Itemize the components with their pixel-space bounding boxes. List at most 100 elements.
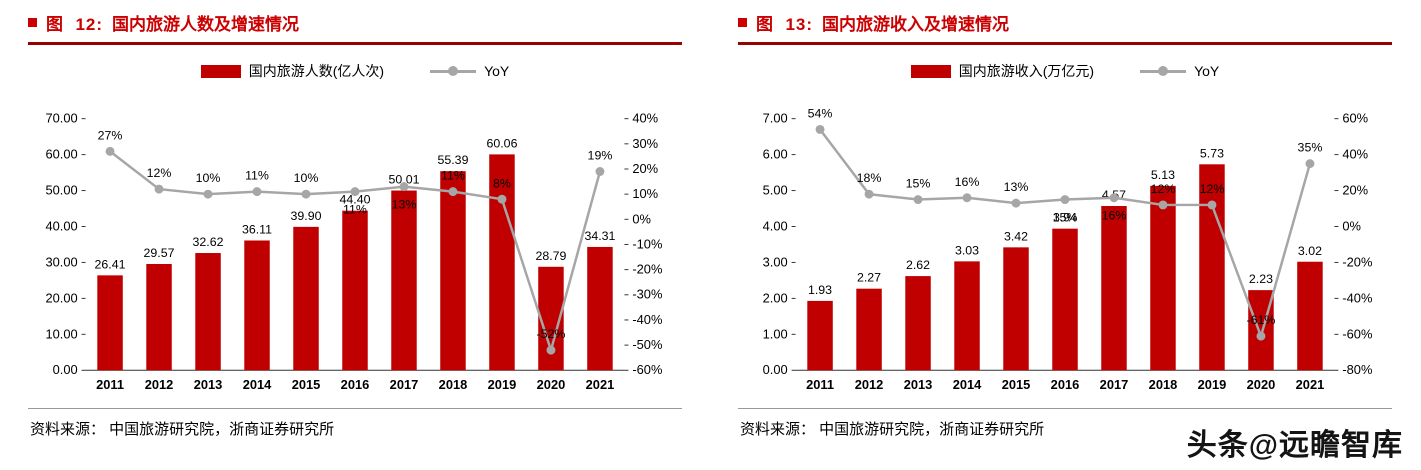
yoy-value-label: 11% — [343, 202, 367, 216]
x-axis-category-label: 2019 — [488, 377, 517, 392]
yoy-point — [913, 195, 923, 204]
source-note: 资料来源： 中国旅游研究院，浙商证券研究所 — [28, 408, 682, 439]
right-axis-label: -40% — [632, 312, 662, 327]
x-axis-category-label: 2012 — [855, 377, 884, 392]
right-axis-label: 60% — [1342, 111, 1368, 126]
bar — [391, 190, 417, 371]
bar-value-label: 32.62 — [193, 235, 224, 249]
x-axis-category-label: 2021 — [1296, 377, 1325, 392]
right-axis-label: 0% — [632, 211, 651, 226]
yoy-value-label: 12% — [1200, 182, 1225, 196]
x-axis-category-label: 2015 — [1002, 377, 1031, 392]
yoy-point — [252, 187, 262, 197]
bar — [1052, 228, 1078, 371]
panel-title: 图 13: 国内旅游收入及增速情况 — [738, 6, 1392, 45]
x-axis-category-label: 2014 — [243, 377, 272, 392]
right-axis-label: -60% — [1342, 326, 1372, 341]
bar-value-label: 3.02 — [1298, 244, 1322, 258]
yoy-value-label: 13% — [392, 197, 417, 211]
bar — [440, 171, 466, 371]
bar — [342, 210, 368, 371]
right-axis-label: -60% — [632, 362, 662, 377]
figure-number: 图 13: — [756, 15, 814, 34]
yoy-point — [1158, 200, 1168, 210]
title-bullet-icon — [738, 18, 747, 27]
line-series-label: YoY — [484, 63, 510, 79]
yoy-point — [154, 184, 164, 194]
left-axis-label: 30.00 — [45, 254, 77, 269]
right-axis-label: -40% — [1342, 290, 1372, 305]
figure-title: 国内旅游收入及增速情况 — [822, 15, 1010, 34]
bar — [1101, 206, 1127, 371]
bar — [146, 263, 172, 371]
yoy-value-label: 27% — [98, 128, 123, 142]
right-axis-label: -20% — [1342, 254, 1372, 269]
legend-item-bar: 国内旅游人数(亿人次) — [200, 61, 385, 81]
x-axis-category-label: 2014 — [953, 377, 982, 392]
right-axis-label: 40% — [632, 111, 658, 126]
yoy-point — [1207, 200, 1217, 210]
x-axis-category-label: 2021 — [586, 377, 615, 392]
yoy-value-label: 13% — [1004, 180, 1029, 194]
x-axis-category-label: 2011 — [96, 377, 124, 392]
bar — [856, 288, 882, 371]
bar-value-label: 2.62 — [906, 258, 930, 272]
x-axis-category-label: 2011 — [806, 377, 834, 392]
left-axis-label: 10.00 — [45, 326, 77, 341]
figure-number: 图 12: — [46, 15, 104, 34]
x-axis-category-label: 2013 — [904, 377, 933, 392]
yoy-point — [1305, 159, 1315, 169]
left-axis-label: 6.00 — [763, 147, 788, 162]
yoy-point — [350, 187, 360, 197]
left-axis-label: 20.00 — [45, 290, 77, 305]
bar-value-label: 60.06 — [486, 136, 517, 150]
bar-value-label: 34.31 — [584, 229, 615, 243]
x-axis-category-label: 2020 — [1247, 377, 1276, 392]
yoy-point — [448, 187, 458, 197]
left-axis-label: 40.00 — [45, 218, 77, 233]
title-bullet-icon — [28, 18, 37, 27]
watermark: 头条@远瞻智库 — [1186, 429, 1403, 462]
yoy-value-label: 15% — [1053, 210, 1078, 224]
bar-series-label: 国内旅游人数(亿人次) — [248, 63, 385, 79]
yoy-point — [105, 146, 115, 156]
legend-item-line: YoY — [430, 63, 509, 79]
yoy-point — [399, 182, 409, 192]
yoy-point — [497, 194, 507, 204]
bar — [195, 253, 221, 371]
chart-tourist-numbers: 0.00 10.00 20.00 30.00 40.00 50.00 60.00 70.00 -… — [45, 111, 662, 392]
bar — [1297, 261, 1323, 371]
bar-value-label: 5.13 — [1151, 168, 1175, 182]
right-axis-label: 0% — [1342, 218, 1361, 233]
yoy-value-label: 18% — [857, 171, 882, 185]
bar-value-label: 44.40 — [340, 193, 371, 207]
bar — [954, 261, 980, 371]
yoy-point — [1060, 195, 1070, 204]
source-note: 资料来源： 中国旅游研究院，浙商证券研究所 — [738, 408, 1392, 439]
yoy-point — [595, 167, 605, 176]
yoy-value-label: 11% — [441, 169, 465, 183]
x-axis-category-label: 2013 — [194, 377, 223, 392]
bar — [489, 154, 515, 371]
legend: 国内旅游人数(亿人次) YoY — [28, 61, 682, 81]
bar-value-label: 28.79 — [535, 249, 566, 263]
yoy-point — [1011, 198, 1021, 208]
yoy-point — [815, 124, 825, 134]
x-axis-category-label: 2016 — [1051, 377, 1080, 392]
yoy-value-label: 12% — [147, 166, 172, 180]
line-series-label: YoY — [1194, 63, 1220, 79]
right-axis-label: 40% — [1342, 147, 1368, 162]
right-axis-label: -30% — [632, 287, 662, 302]
bar — [1150, 185, 1176, 371]
left-axis-label: 3.00 — [763, 254, 788, 269]
right-axis-label: 20% — [632, 161, 658, 176]
yoy-point — [301, 189, 311, 199]
bar-series-swatch-icon — [200, 64, 241, 78]
x-axis-category-label: 2012 — [145, 377, 174, 392]
line-series-swatch-icon — [1140, 66, 1187, 76]
x-axis-category-label: 2016 — [341, 377, 370, 392]
legend-item-line: YoY — [1140, 63, 1219, 79]
right-axis-label: 30% — [632, 136, 658, 151]
bar — [587, 246, 613, 371]
